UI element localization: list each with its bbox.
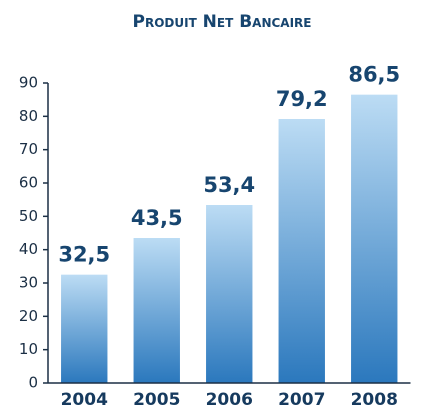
x-tick-label: 2004	[61, 390, 108, 408]
y-tick-label: 50	[19, 207, 38, 225]
y-tick-label: 70	[19, 140, 38, 158]
data-label: 32,5	[58, 243, 110, 267]
x-tick-label: 2006	[206, 390, 253, 408]
x-tick-label: 2007	[278, 390, 325, 408]
y-tick-label: 30	[19, 274, 38, 292]
y-tick-label: 90	[19, 74, 38, 92]
chart-title: Produit Net Bancaire	[133, 12, 312, 32]
bar	[351, 94, 398, 384]
x-tick-label: 2008	[351, 390, 398, 408]
y-tick-label: 10	[19, 340, 38, 358]
bar	[133, 238, 180, 383]
data-label: 43,5	[131, 206, 183, 230]
x-tick-label: 2005	[133, 390, 180, 408]
y-tick-label: 60	[19, 174, 38, 192]
y-tick-label: 0	[28, 374, 38, 392]
data-label: 86,5	[348, 63, 400, 87]
bar	[278, 119, 325, 383]
y-tick-label: 40	[19, 240, 38, 258]
bar	[61, 274, 108, 383]
bar	[206, 205, 253, 383]
data-label: 53,4	[203, 173, 255, 197]
y-tick-label: 80	[19, 107, 38, 125]
y-tick-label: 20	[19, 307, 38, 325]
data-label: 79,2	[276, 87, 328, 111]
